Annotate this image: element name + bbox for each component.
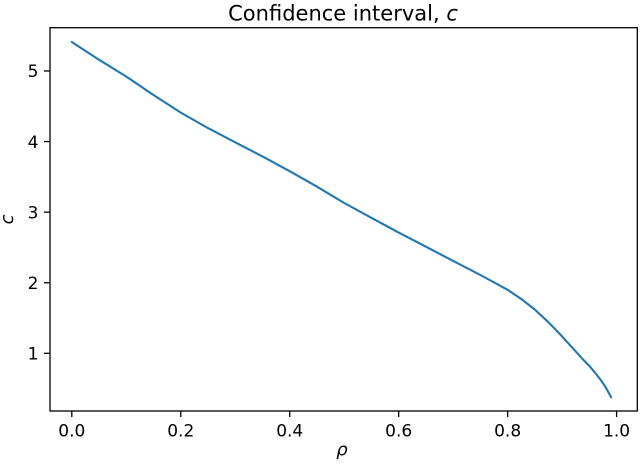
y-tick-label: 5 xyxy=(28,62,39,82)
chart-title: Confidence interval, c xyxy=(228,2,458,26)
x-axis-label: ρ xyxy=(336,440,348,461)
y-tick-label: 1 xyxy=(28,345,39,365)
y-tick-label: 4 xyxy=(28,133,39,153)
y-tick-label: 2 xyxy=(28,274,39,294)
chart-title-text: Confidence interval, xyxy=(228,2,446,26)
y-axis-ticks: 1 2 3 4 5 xyxy=(28,62,50,365)
y-tick-label: 3 xyxy=(28,203,39,223)
x-tick-label: 0.8 xyxy=(494,422,521,442)
x-tick-label: 0.4 xyxy=(276,422,303,442)
x-axis-ticks: 0.0 0.2 0.4 0.6 0.8 1.0 xyxy=(58,411,630,442)
x-tick-label: 0.6 xyxy=(385,422,412,442)
chart-title-math: c xyxy=(446,2,458,26)
x-tick-label: 0.0 xyxy=(58,422,85,442)
x-tick-label: 0.2 xyxy=(167,422,194,442)
series-line xyxy=(70,40,613,399)
y-axis-label: c xyxy=(0,214,18,224)
x-tick-label: 1.0 xyxy=(603,422,630,442)
